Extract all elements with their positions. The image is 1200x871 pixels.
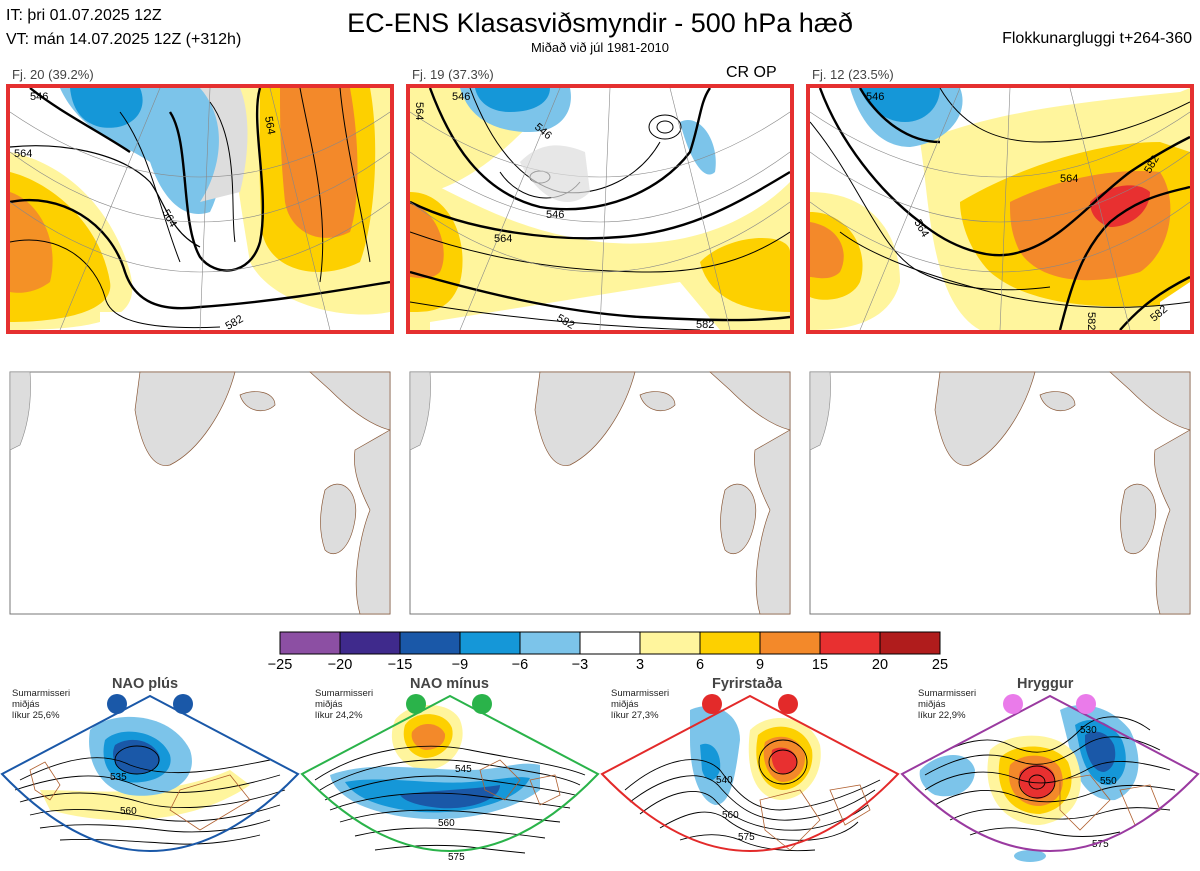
contour-label: 546 xyxy=(546,209,564,221)
regime-frame xyxy=(600,694,900,852)
contour-label: 560 xyxy=(120,806,137,817)
contour-label: 550 xyxy=(1100,776,1117,787)
regime-title-4: Hryggur xyxy=(1017,676,1074,692)
cluster-maps: 546 564 564 564 582 xyxy=(6,84,1194,334)
contour-label: 564 xyxy=(262,115,277,135)
colorbar-cell xyxy=(339,631,401,655)
cluster-window: Flokkunargluggi t+264-360 xyxy=(1002,30,1192,47)
colorbar-tick-label: −6 xyxy=(511,657,529,673)
regime-info-4: Sumarmisseri miðjás líkur 22,9% xyxy=(918,688,977,721)
colorbar-cell xyxy=(879,631,941,655)
colorbar-cell xyxy=(279,631,341,655)
regime-marker xyxy=(778,694,798,714)
regime-map-3: 540 560 575 xyxy=(600,694,900,852)
contour-label: 575 xyxy=(448,852,465,863)
contour-label: 560 xyxy=(438,818,455,829)
header-times: IT: þri 01.07.2025 12Z VT: mán 14.07.202… xyxy=(6,4,241,52)
contour-label: 540 xyxy=(716,775,733,786)
contour-label: 582 xyxy=(696,319,714,331)
basemap-3 xyxy=(809,371,1191,615)
regime-frame xyxy=(900,694,1200,852)
colorbar-tick-label: −20 xyxy=(327,657,353,673)
regime-title-2: NAO mínus xyxy=(410,676,489,692)
regime-info-3: Sumarmisseri miðjás líkur 27,3% xyxy=(611,688,670,721)
contour-label: 564 xyxy=(413,102,425,120)
regime-title-1: NAO plús xyxy=(112,676,179,692)
regime-frame xyxy=(300,694,600,852)
contour-label: 575 xyxy=(1092,839,1109,850)
regime-marker xyxy=(1076,694,1096,714)
contour-label: 564 xyxy=(1060,173,1078,185)
cluster-map-1 xyxy=(10,88,390,330)
contour-label: 575 xyxy=(738,832,755,843)
colorbar-tick-label: −25 xyxy=(267,657,293,673)
regime-marker xyxy=(406,694,426,714)
regime-info-1: Sumarmisseri miðjás líkur 25,6% xyxy=(12,688,71,721)
regime-info-2: Sumarmisseri miðjás líkur 24,2% xyxy=(315,688,374,721)
colorbar-cell xyxy=(459,631,521,655)
page-subtitle: Miðað við júl 1981-2010 xyxy=(530,40,670,55)
colorbar-tick-label: 6 xyxy=(695,657,705,673)
regime-marker xyxy=(173,694,193,714)
colorbar xyxy=(279,631,941,655)
contour-label: 546 xyxy=(452,91,470,103)
colorbar-cell xyxy=(699,631,761,655)
contour-label: 530 xyxy=(1080,725,1097,736)
colorbar-cell xyxy=(579,631,641,655)
cluster-map-2 xyxy=(410,88,790,330)
colorbar-cell xyxy=(519,631,581,655)
colorbar-cell xyxy=(759,631,821,655)
cluster-label-1: Fj. 20 (39.2%) xyxy=(12,67,94,82)
regime-marker xyxy=(702,694,722,714)
colorbar-tick-label: −3 xyxy=(571,657,589,673)
cluster-label-2: Fj. 19 (37.3%) xyxy=(412,67,494,82)
regime-map-2: 545 560 575 xyxy=(300,694,600,863)
regime-marker xyxy=(1003,694,1023,714)
regime-map-4: 530 550 575 xyxy=(900,694,1200,862)
colorbar-cell xyxy=(399,631,461,655)
colorbar-tick-label: 20 xyxy=(871,657,889,673)
colorbar-cell xyxy=(639,631,701,655)
cr-op-label: CR OP xyxy=(726,64,777,81)
cluster-label-3: Fj. 12 (23.5%) xyxy=(812,67,894,82)
colorbar-tick-label: 25 xyxy=(931,657,949,673)
colorbar-tick-label: −15 xyxy=(387,657,413,673)
basemap-2 xyxy=(409,371,791,615)
regime-title-3: Fyrirstaða xyxy=(712,676,783,692)
contour-label: 546 xyxy=(30,91,48,103)
contour-label: 546 xyxy=(866,91,884,103)
colorbar-tick-label: −9 xyxy=(451,657,469,673)
init-time: IT: þri 01.07.2025 12Z xyxy=(6,7,162,24)
regime-marker xyxy=(107,694,127,714)
contour-label: 582 xyxy=(1085,312,1097,330)
regime-maps: 535 560 545 560 575 xyxy=(0,694,1200,863)
contour-label: 564 xyxy=(14,148,32,160)
regime-map-1: 535 560 xyxy=(0,694,300,852)
colorbar-tick-label: 15 xyxy=(811,657,829,673)
basemap-row xyxy=(9,371,1191,615)
colorbar-ticks: −25 −20 −15 −9 −6 −3 3 6 9 15 20 25 xyxy=(0,657,1200,677)
valid-time: VT: mán 14.07.2025 12Z (+312h) xyxy=(6,31,242,48)
contour-label: 535 xyxy=(110,772,127,783)
contour-label: 564 xyxy=(494,233,512,245)
contour-label: 560 xyxy=(722,810,739,821)
page-title: EC-ENS Klasasviðsmyndir - 500 hPa hæð xyxy=(347,8,853,38)
colorbar-cell xyxy=(819,631,881,655)
regime-frame xyxy=(0,694,300,852)
basemap-1 xyxy=(9,371,391,615)
cluster-map-3 xyxy=(810,88,1190,330)
colorbar-tick-label: 3 xyxy=(635,657,645,673)
colorbar-tick-label: 9 xyxy=(755,657,765,673)
regime-marker xyxy=(472,694,492,714)
contour-label: 545 xyxy=(455,764,472,775)
